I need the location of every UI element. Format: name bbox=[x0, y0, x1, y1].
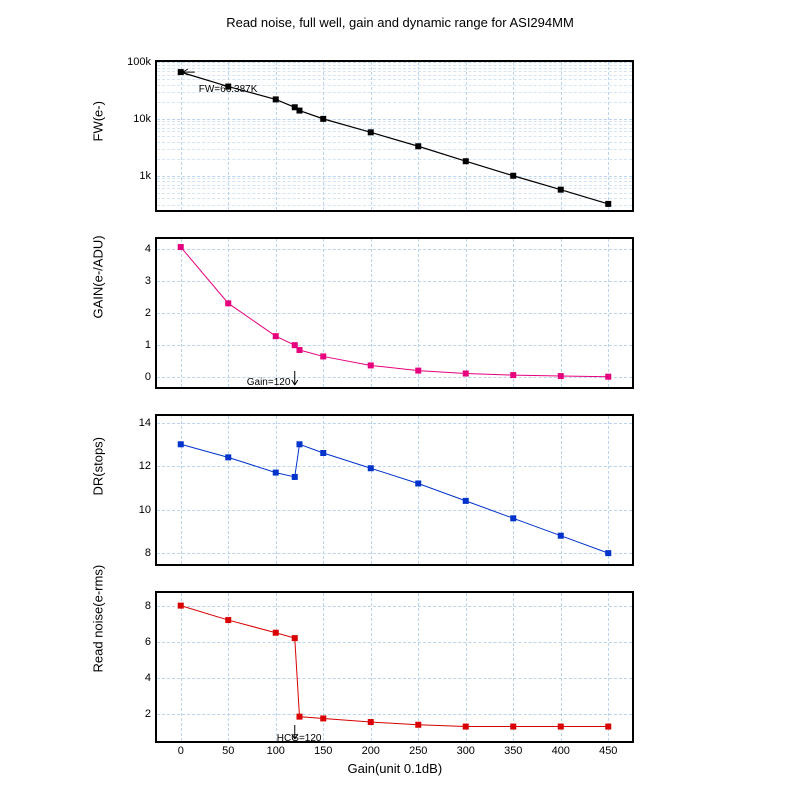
marker bbox=[178, 244, 184, 250]
plot-gain bbox=[157, 239, 632, 387]
ytick: 1k bbox=[139, 170, 151, 182]
ylabel-dr: DR(stops) bbox=[91, 480, 106, 496]
marker bbox=[297, 347, 303, 353]
marker bbox=[558, 533, 564, 539]
panel-gain: 01234Gain=120 bbox=[155, 237, 634, 389]
ytick: 6 bbox=[145, 636, 151, 648]
marker bbox=[368, 362, 374, 368]
marker bbox=[292, 635, 298, 641]
panel-dr: 8101214 bbox=[155, 414, 634, 566]
ytick: 3 bbox=[145, 275, 151, 287]
marker bbox=[368, 719, 374, 725]
series-line bbox=[181, 444, 609, 553]
marker bbox=[605, 374, 611, 380]
marker bbox=[510, 515, 516, 521]
annotation: Gain=120 bbox=[247, 377, 291, 388]
ytick: 12 bbox=[139, 460, 151, 472]
ytick: 2 bbox=[145, 307, 151, 319]
marker bbox=[297, 108, 303, 114]
marker bbox=[558, 724, 564, 730]
marker bbox=[605, 724, 611, 730]
marker bbox=[415, 722, 421, 728]
marker bbox=[558, 187, 564, 193]
ytick: 4 bbox=[145, 243, 151, 255]
figure-title: Read noise, full well, gain and dynamic … bbox=[0, 15, 800, 30]
xtick: 450 bbox=[599, 745, 617, 757]
ylabel-fw: FW(e-) bbox=[91, 126, 106, 142]
marker bbox=[320, 450, 326, 456]
ytick: 10 bbox=[139, 504, 151, 516]
marker bbox=[297, 714, 303, 720]
panel-rn: 2468050100150200250300350400450HCG=120 bbox=[155, 591, 634, 743]
xtick: 150 bbox=[314, 745, 332, 757]
xtick: 400 bbox=[552, 745, 570, 757]
marker bbox=[463, 158, 469, 164]
ylabel-rn: Read noise(e-rms) bbox=[91, 657, 106, 673]
ytick: 10k bbox=[133, 113, 151, 125]
ylabel-gain: GAIN(e-/ADU) bbox=[91, 303, 106, 319]
xtick: 250 bbox=[409, 745, 427, 757]
series-line bbox=[181, 247, 609, 377]
marker bbox=[558, 373, 564, 379]
ytick: 8 bbox=[145, 547, 151, 559]
ytick: 1 bbox=[145, 339, 151, 351]
figure: Read noise, full well, gain and dynamic … bbox=[0, 0, 800, 800]
marker bbox=[225, 454, 231, 460]
marker bbox=[605, 201, 611, 207]
xtick: 200 bbox=[362, 745, 380, 757]
marker bbox=[320, 715, 326, 721]
marker bbox=[463, 724, 469, 730]
marker bbox=[225, 617, 231, 623]
plot-rn bbox=[157, 593, 632, 741]
xtick: 0 bbox=[178, 745, 184, 757]
xtick: 50 bbox=[222, 745, 234, 757]
marker bbox=[605, 550, 611, 556]
ytick: 14 bbox=[139, 417, 151, 429]
marker bbox=[415, 480, 421, 486]
annotation: FW=66.387K bbox=[199, 84, 258, 95]
xaxis-label: Gain(unit 0.1dB) bbox=[348, 761, 443, 776]
marker bbox=[463, 498, 469, 504]
marker bbox=[415, 368, 421, 374]
marker bbox=[368, 129, 374, 135]
xtick: 300 bbox=[457, 745, 475, 757]
series-line bbox=[181, 606, 609, 727]
marker bbox=[297, 441, 303, 447]
marker bbox=[273, 470, 279, 476]
marker bbox=[273, 96, 279, 102]
marker bbox=[415, 143, 421, 149]
marker bbox=[463, 370, 469, 376]
marker bbox=[368, 465, 374, 471]
plot-dr bbox=[157, 416, 632, 564]
ytick: 2 bbox=[145, 708, 151, 720]
ytick: 0 bbox=[145, 371, 151, 383]
annotation: HCG=120 bbox=[277, 733, 322, 744]
ytick: 4 bbox=[145, 672, 151, 684]
marker bbox=[178, 441, 184, 447]
xtick: 350 bbox=[504, 745, 522, 757]
ytick: 100k bbox=[127, 56, 151, 68]
marker bbox=[292, 474, 298, 480]
ytick: 8 bbox=[145, 600, 151, 612]
marker bbox=[320, 116, 326, 122]
xtick: 100 bbox=[267, 745, 285, 757]
panel-fw: 1k10k100kFW=66.387K bbox=[155, 60, 634, 212]
marker bbox=[320, 353, 326, 359]
marker bbox=[273, 333, 279, 339]
marker bbox=[510, 173, 516, 179]
marker bbox=[510, 724, 516, 730]
marker bbox=[510, 372, 516, 378]
marker bbox=[225, 300, 231, 306]
marker bbox=[178, 603, 184, 609]
marker bbox=[273, 630, 279, 636]
